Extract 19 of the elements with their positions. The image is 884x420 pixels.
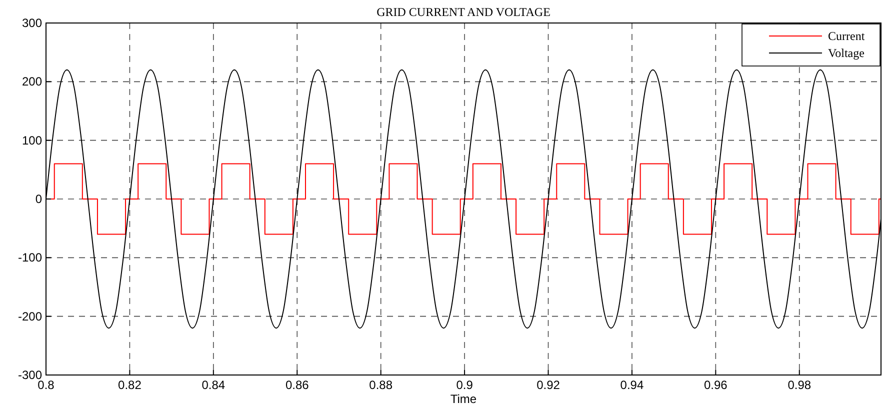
legend-label: Voltage [828,46,864,60]
x-axis-title: Time [450,392,477,406]
x-tick-label: 0.92 [536,378,560,392]
x-tick-label: 0.98 [788,378,812,392]
y-tick-label: 300 [22,16,42,30]
y-tick-label: 200 [22,74,42,89]
y-tick-label: 100 [22,133,42,148]
x-tick-label: 0.88 [369,378,393,392]
y-tick-label: -200 [18,309,42,324]
legend-label: Current [828,29,866,43]
chart-title: GRID CURRENT AND VOLTAGE [376,5,550,19]
y-tick-label: 0 [35,192,42,206]
x-tick-label: 0.96 [704,378,728,392]
x-tick-label: 0.94 [620,378,644,392]
x-tick-label: 0.9 [456,378,474,392]
x-tick-label: 0.84 [202,378,226,392]
x-tick-label: 0.86 [285,378,310,392]
x-tick-label: 0.82 [118,378,142,392]
y-tick-label: -100 [18,250,42,265]
